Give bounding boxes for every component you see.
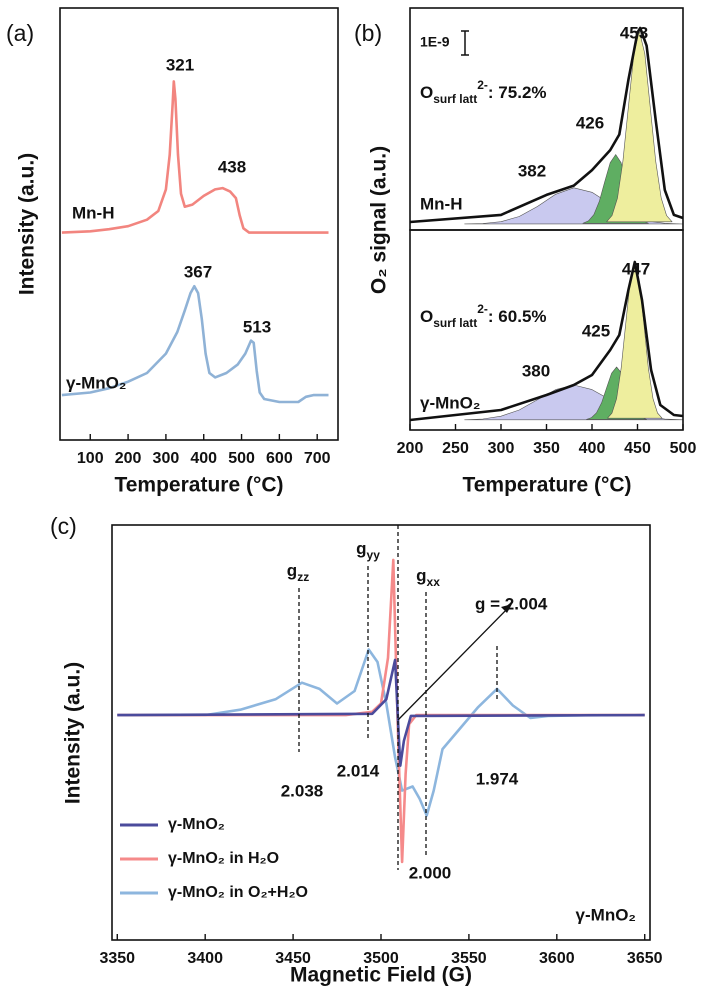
- scale-bar: [461, 30, 469, 56]
- ratio-value: : 60.5%: [488, 307, 547, 326]
- annotation: 2.000: [409, 863, 452, 882]
- y-axis-title: Intensity (a.u.): [16, 153, 39, 295]
- x-tick-label: 3500: [363, 950, 399, 967]
- line: [409, 26, 684, 224]
- x-axis-title: Magnetic Field (G): [290, 964, 472, 987]
- x-tick-label: 600: [266, 450, 293, 467]
- x-tick-label: 450: [624, 440, 651, 457]
- peak-label: 382: [518, 161, 546, 180]
- x-tick-label: 300: [153, 450, 180, 467]
- x-tick-label: 100: [77, 450, 104, 467]
- ratio-sup: 2-: [477, 78, 488, 92]
- line: [117, 658, 645, 767]
- x-tick-label: 350: [533, 440, 560, 457]
- panel-label: (a): [6, 20, 34, 46]
- line: [61, 284, 329, 404]
- annotation: 2.038: [281, 781, 324, 800]
- x-tick-label: 400: [190, 450, 217, 467]
- g-main: g: [416, 566, 426, 585]
- ratio-label: Osurf latt2-: 75.2%: [420, 78, 547, 106]
- sample-label: γ-MnO₂: [420, 393, 480, 412]
- g-sub: zz: [297, 570, 309, 584]
- x-tick-label: 700: [304, 450, 331, 467]
- panel-label: (b): [354, 20, 382, 46]
- peak-label: 513: [243, 317, 271, 336]
- ratio-main: O: [420, 307, 433, 326]
- plot-frame: [111, 524, 651, 941]
- g-label: gyy: [356, 539, 380, 562]
- legend-label: γ-MnO₂ in O₂+H₂O: [168, 884, 308, 901]
- annotation: 1.974: [476, 769, 519, 788]
- curve-label: Mn-H: [72, 203, 114, 222]
- ratio-sub: surf latt: [433, 316, 477, 330]
- x-axis-title: Temperature (°C): [114, 474, 283, 497]
- peak-label: 321: [166, 55, 194, 74]
- area: [606, 30, 673, 223]
- guide-lines: [298, 525, 512, 870]
- peak-label: 425: [582, 321, 610, 340]
- line: [61, 80, 329, 234]
- y-axis-title: O₂ signal (a.u.): [368, 146, 391, 294]
- annotation: g = 2.004: [475, 594, 548, 613]
- peak-label: 426: [576, 113, 604, 132]
- x-tick-label: 500: [228, 450, 255, 467]
- sample-label: γ-MnO₂: [576, 905, 636, 924]
- curve-label: γ-MnO₂: [66, 373, 126, 392]
- x-tick-label: 3600: [539, 950, 575, 967]
- legend-label: γ-MnO₂ in H₂O: [168, 850, 279, 867]
- g-main: g: [356, 539, 366, 558]
- x-axis-title: Temperature (°C): [462, 474, 631, 497]
- annotation: 2.014: [337, 761, 380, 780]
- x-tick-label: 3400: [187, 950, 223, 967]
- x-tick-label: 500: [670, 440, 697, 457]
- peak-label: 438: [218, 157, 246, 176]
- marks: [61, 26, 684, 864]
- ratio-sup: 2-: [477, 302, 488, 316]
- scale-label: 1E-9: [420, 34, 450, 50]
- x-tick-label: 400: [579, 440, 606, 457]
- peak-label: 453: [620, 23, 648, 42]
- line: [117, 648, 645, 817]
- x-tick-label: 3550: [451, 950, 487, 967]
- peak-label: 447: [622, 259, 650, 278]
- g-main: g: [287, 561, 297, 580]
- x-tick-label: 3650: [627, 950, 663, 967]
- x-tick-label: 250: [442, 440, 469, 457]
- ratio-value: : 75.2%: [488, 83, 547, 102]
- sample-label: Mn-H: [420, 194, 462, 213]
- plot-frame: [59, 7, 339, 441]
- g-label: gzz: [287, 561, 309, 584]
- line: [409, 260, 684, 422]
- x-tick-label: 300: [488, 440, 515, 457]
- x-tick-label: 3450: [275, 950, 311, 967]
- legend-label: γ-MnO₂: [168, 816, 225, 833]
- ratio-main: O: [420, 83, 433, 102]
- g-sub: yy: [367, 548, 381, 562]
- x-tick-label: 200: [115, 450, 142, 467]
- ratio-sub: surf latt: [433, 92, 477, 106]
- x-tick-label: 200: [397, 440, 424, 457]
- g-sub: xx: [427, 575, 441, 589]
- peak-label: 367: [184, 262, 212, 281]
- x-tick-label: 3350: [99, 950, 135, 967]
- panel-label: (c): [50, 513, 77, 539]
- y-axis-title: Intensity (a.u.): [62, 662, 85, 804]
- peak-label: 380: [522, 361, 550, 380]
- g-label: gxx: [416, 566, 440, 589]
- ratio-label: Osurf latt2-: 60.5%: [420, 302, 547, 330]
